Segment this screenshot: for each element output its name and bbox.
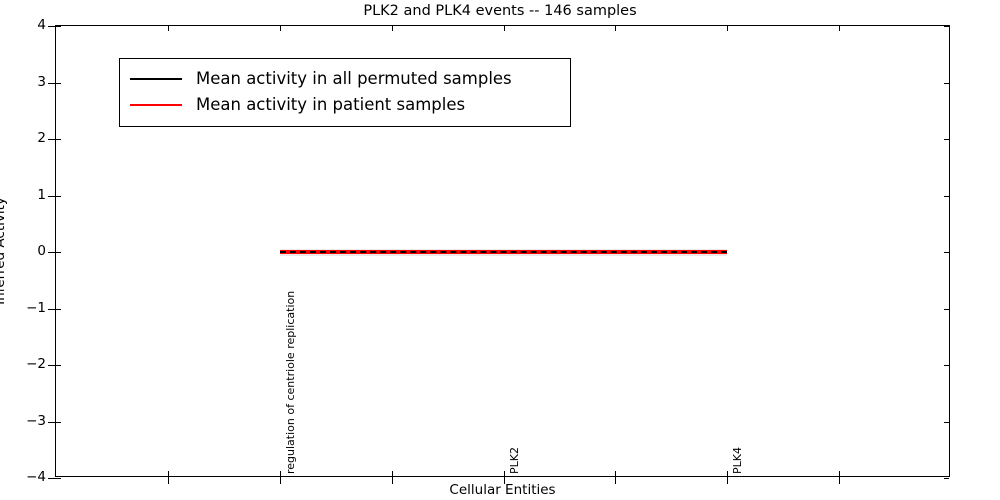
- y-tick-mark-inner: [56, 195, 61, 197]
- y-tick-label: 1: [37, 186, 46, 203]
- legend-label-permuted: Mean activity in all permuted samples: [196, 69, 512, 88]
- x-axis-label: Cellular Entities: [449, 482, 556, 498]
- y-tick-mark: [48, 252, 56, 253]
- y-tick-mark-inner: [56, 421, 61, 423]
- y-tick-label: 0: [37, 243, 46, 259]
- y-tick-label: 3: [37, 73, 46, 90]
- x-tick-mark-inner: [279, 471, 281, 476]
- y-tick-mark: [48, 26, 56, 27]
- y-tick-mark: [48, 82, 56, 84]
- y-tick-mark-inner: [56, 478, 61, 479]
- x-tick-label: regulation of centriole replication: [283, 290, 297, 474]
- y-tick-mark: [48, 308, 56, 310]
- y-tick-mark-right: [944, 82, 949, 84]
- x-tick-mark-inner: [391, 471, 393, 476]
- y-tick-label: −4: [26, 469, 46, 485]
- y-tick-mark-right: [944, 26, 949, 27]
- x-tick-mark-inner: [167, 471, 169, 476]
- y-tick-label: −1: [26, 299, 46, 316]
- x-tick-mark-top: [727, 26, 729, 31]
- y-tick-mark: [48, 195, 56, 197]
- legend-label-patient: Mean activity in patient samples: [196, 95, 466, 114]
- legend-item: Mean activity in all permuted samples: [130, 66, 560, 92]
- x-tick-mark-top: [279, 26, 281, 31]
- y-tick-mark-inner: [56, 252, 61, 253]
- y-tick-mark-right: [944, 195, 949, 197]
- x-tick-mark-inner: [503, 471, 505, 476]
- y-tick-mark-right: [944, 478, 949, 479]
- y-tick-mark: [48, 139, 56, 140]
- legend-item: Mean activity in patient samples: [130, 92, 560, 118]
- y-tick-mark-right: [944, 308, 949, 310]
- x-tick-mark: [503, 476, 505, 484]
- x-tick-mark-top: [615, 26, 617, 31]
- y-tick-mark-inner: [56, 365, 61, 366]
- chart-legend: Mean activity in all permuted samples Me…: [119, 58, 571, 127]
- series-line-permuted-samples: [279, 251, 728, 253]
- y-tick-mark-right: [944, 421, 949, 423]
- y-tick-mark-inner: [56, 139, 61, 140]
- x-tick-mark-inner: [615, 471, 617, 476]
- legend-swatch-permuted-icon: [130, 78, 182, 80]
- x-tick-mark: [167, 476, 169, 484]
- page-title: PLK2 and PLK4 events -- 146 samples: [363, 3, 637, 19]
- y-tick-label: 4: [37, 17, 46, 33]
- y-tick-label: −2: [26, 356, 46, 372]
- y-tick-mark-right: [944, 139, 949, 140]
- y-tick-label: −3: [26, 412, 46, 429]
- x-tick-label: PLK4: [731, 447, 745, 474]
- y-tick-mark-inner: [56, 308, 61, 310]
- x-tick-mark-top: [391, 26, 393, 31]
- legend-swatch-patient-icon: [130, 104, 182, 106]
- x-tick-mark: [727, 476, 729, 484]
- x-tick-label: PLK2: [507, 447, 521, 474]
- y-tick-label: 2: [37, 130, 46, 146]
- x-tick-mark-inner: [727, 471, 729, 476]
- y-tick-mark-right: [944, 365, 949, 366]
- x-tick-mark: [615, 476, 617, 484]
- x-tick-mark: [279, 476, 281, 484]
- x-tick-mark: [391, 476, 393, 484]
- y-tick-mark-inner: [56, 82, 61, 84]
- y-tick-mark-right: [944, 252, 949, 253]
- plot-area: [56, 26, 949, 476]
- x-tick-mark-top: [167, 26, 169, 31]
- x-tick-mark-inner: [839, 471, 841, 476]
- x-tick-mark: [839, 476, 841, 484]
- plot-axes: 4 3 2 1 0 −1 −2 −3 −4 regulation of centriole re…: [26, 18, 950, 484]
- y-tick-mark: [48, 478, 56, 479]
- x-tick-mark-top: [503, 26, 505, 31]
- y-tick-mark-inner: [56, 26, 61, 27]
- y-tick-mark: [48, 365, 56, 366]
- y-tick-mark: [48, 421, 56, 423]
- x-tick-mark-top: [839, 26, 841, 31]
